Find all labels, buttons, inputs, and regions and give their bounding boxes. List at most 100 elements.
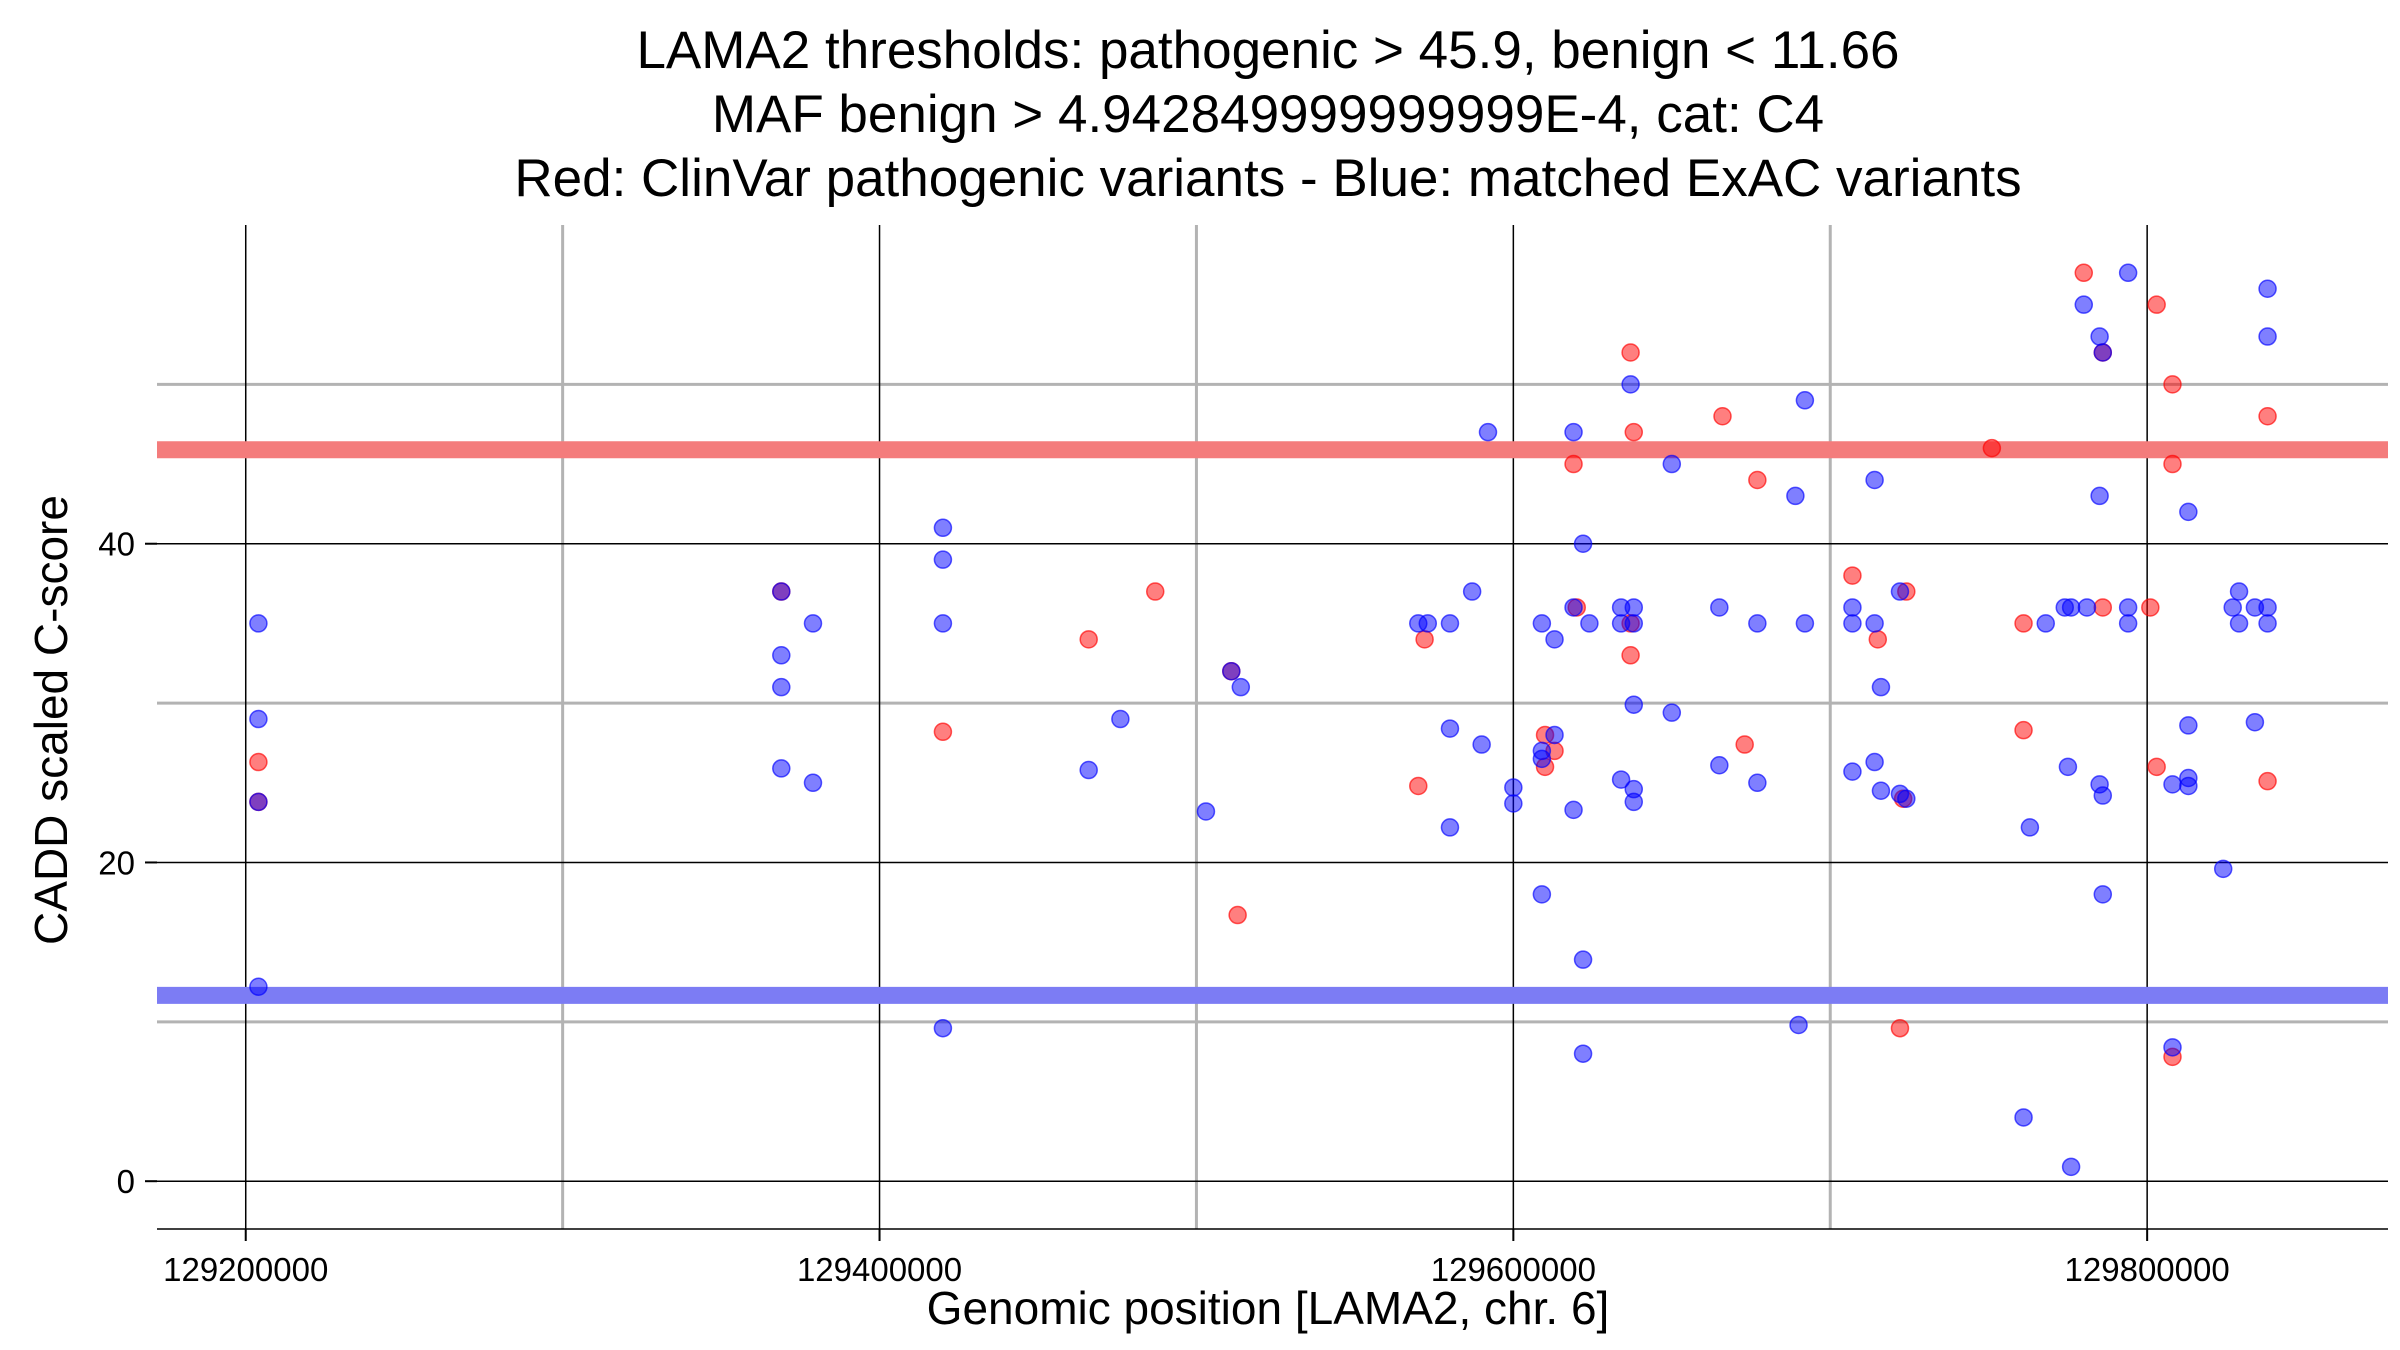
data-point <box>2229 614 2249 633</box>
data-point <box>1624 598 1644 617</box>
y-tick-label: 0 <box>117 1163 135 1200</box>
data-point <box>2118 598 2138 617</box>
data-point <box>803 773 823 793</box>
data-point <box>2179 776 2198 796</box>
data-point <box>1573 1044 1593 1063</box>
data-point <box>249 614 268 633</box>
data-point <box>2163 1038 2182 1057</box>
data-point <box>2258 598 2277 617</box>
data-point <box>2141 598 2160 617</box>
data-point <box>249 709 268 729</box>
data-point <box>1890 1018 1910 1038</box>
data-point <box>772 646 791 665</box>
data-point <box>249 977 268 997</box>
data-point <box>1890 582 1910 601</box>
data-point <box>1843 762 1862 781</box>
data-point <box>2061 1157 2081 1177</box>
data-point <box>2258 327 2277 346</box>
data-point <box>2014 1108 2033 1127</box>
data-point <box>2223 598 2242 617</box>
data-point <box>2093 343 2113 362</box>
data-point <box>1222 661 1241 681</box>
data-point <box>2163 775 2182 794</box>
x-tick-label: 129600000 <box>1431 1251 1596 1288</box>
data-point <box>1409 776 1428 796</box>
data-point <box>2090 327 2109 346</box>
data-point <box>1843 566 1862 585</box>
data-point <box>1621 343 1640 362</box>
data-point <box>1624 614 1644 633</box>
chart-title-line-1: LAMA2 thresholds: pathogenic > 45.9, ben… <box>636 21 1899 80</box>
chart-title-line-2: MAF benign > 4.942849999999999E-4, cat: … <box>712 85 1824 144</box>
data-point <box>1710 598 1729 617</box>
data-point <box>2074 263 2094 283</box>
data-point <box>1079 630 1098 649</box>
data-point <box>1748 773 1767 793</box>
data-point <box>2163 375 2182 394</box>
y-axis-title: CADD scaled C-score <box>25 495 77 945</box>
data-points <box>249 263 2277 1177</box>
data-point <box>2258 406 2277 426</box>
data-point <box>2245 712 2265 732</box>
gridlines <box>157 225 2388 1229</box>
data-point <box>772 582 791 601</box>
data-point <box>2074 295 2094 314</box>
data-point <box>1748 470 1767 490</box>
data-point <box>2118 263 2138 283</box>
data-point <box>1462 582 1482 601</box>
data-point <box>1624 792 1644 812</box>
data-point <box>803 614 823 633</box>
data-point <box>2077 598 2097 617</box>
data-point <box>2020 818 2040 837</box>
data-point <box>1573 534 1593 553</box>
data-point <box>1662 703 1682 722</box>
data-point <box>2058 757 2078 777</box>
data-point <box>2163 454 2182 474</box>
data-point <box>1748 614 1767 633</box>
data-point <box>1868 630 1888 649</box>
data-point <box>2061 598 2081 617</box>
x-tick-label: 129200000 <box>163 1251 328 1288</box>
data-point <box>2036 614 2055 633</box>
data-point <box>1415 630 1434 649</box>
data-point <box>1789 1015 1808 1035</box>
data-point <box>1196 802 1216 821</box>
data-point <box>1440 614 1460 633</box>
data-point <box>1713 406 1732 426</box>
data-point <box>1624 695 1644 714</box>
data-point <box>1111 709 1130 729</box>
x-tick-label: 129400000 <box>797 1251 962 1288</box>
data-point <box>2093 885 2113 904</box>
data-point <box>1504 794 1523 813</box>
data-point <box>772 677 791 697</box>
data-point <box>1897 789 1916 808</box>
data-point <box>2118 614 2138 633</box>
chart-title-line-3: Red: ClinVar pathogenic variants - Blue:… <box>514 149 2021 208</box>
data-point <box>2093 786 2113 805</box>
data-point <box>1786 486 1805 506</box>
data-point <box>1564 800 1583 820</box>
data-point <box>1564 454 1583 474</box>
chart-title: LAMA2 thresholds: pathogenic > 45.9, ben… <box>514 21 2021 208</box>
data-point <box>933 1018 953 1038</box>
data-point <box>2014 720 2033 740</box>
data-point <box>1624 422 1644 442</box>
x-axis-title: Genomic position [LAMA2, chr. 6] <box>927 1282 1610 1334</box>
data-point <box>1871 677 1891 697</box>
data-point <box>2258 279 2277 298</box>
data-point <box>2090 486 2109 506</box>
data-point <box>2093 598 2113 617</box>
axes: 129200000 129400000 129600000 129800000 0 20 4… <box>98 526 2388 1288</box>
data-point <box>1621 375 1640 394</box>
data-point <box>1079 760 1098 780</box>
data-point <box>2014 614 2033 633</box>
data-point <box>249 792 268 812</box>
data-point <box>1504 778 1523 797</box>
data-point <box>1662 454 1682 474</box>
data-point <box>933 722 953 742</box>
data-point <box>1982 438 2002 458</box>
data-point <box>2147 757 2166 777</box>
data-point <box>2179 716 2198 735</box>
data-point <box>1545 630 1564 649</box>
